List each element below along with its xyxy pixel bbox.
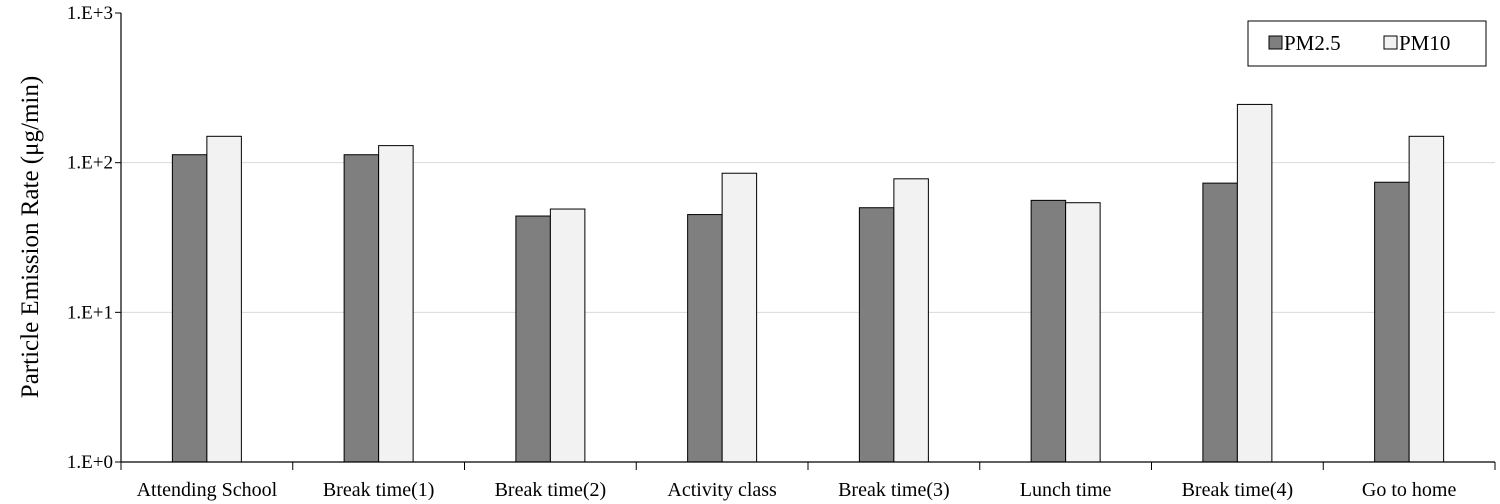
bar-pm25-4 — [858, 207, 895, 463]
legend: PM2.5 PM10 — [1247, 20, 1487, 67]
y-ticks: 1.E+0 1.E+1 1.E+2 1.E+3 — [67, 3, 121, 473]
legend-box — [1247, 20, 1487, 67]
legend-swatch-pm25 — [1268, 35, 1283, 50]
bar-pm25-6 — [1202, 182, 1238, 463]
gridlines — [121, 162, 1495, 313]
legend-label-pm25: PM2.5 — [1284, 31, 1341, 55]
x-tick-label: Activity class — [667, 479, 777, 501]
bar-pm10-0 — [206, 135, 242, 463]
bars — [171, 103, 1445, 463]
y-tick-label: 1.E+3 — [67, 3, 113, 24]
bar-pm10-1 — [378, 145, 414, 463]
x-tick-label: Break time(2) — [495, 479, 607, 501]
bar-pm25-1 — [343, 154, 380, 463]
bar-pm25-0 — [171, 154, 208, 463]
x-tick-label: Break time(4) — [1182, 479, 1294, 501]
bar-pm10-5 — [1065, 202, 1101, 463]
bar-pm25-5 — [1030, 199, 1067, 463]
bar-pm10-4 — [893, 178, 929, 463]
legend-swatch-pm10 — [1383, 35, 1398, 50]
bar-pm25-7 — [1374, 181, 1410, 463]
x-tick-label: Attending School — [137, 479, 278, 501]
bar-pm10-7 — [1408, 135, 1445, 463]
x-tick-label: Lunch time — [1020, 479, 1112, 501]
bar-pm10-2 — [549, 208, 586, 463]
y-tick-label: 1.E+2 — [67, 153, 113, 174]
bar-pm25-2 — [515, 215, 551, 463]
x-ticks: Attending School Break time(1) Break time(… — [120, 462, 1496, 501]
bar-pm10-6 — [1236, 103, 1273, 463]
bar-pm25-3 — [687, 214, 723, 463]
x-tick-label: Break time(3) — [838, 479, 950, 501]
y-tick-label: 1.E+0 — [67, 452, 113, 473]
legend-label-pm10: PM10 — [1399, 31, 1450, 55]
x-tick-label: Go to home — [1362, 479, 1457, 501]
y-axis-title: Particle Emission Rate (μg/min) — [17, 76, 44, 398]
x-tick-label: Break time(1) — [323, 479, 435, 501]
bar-pm10-3 — [721, 172, 758, 463]
y-tick-label: 1.E+1 — [67, 302, 113, 323]
